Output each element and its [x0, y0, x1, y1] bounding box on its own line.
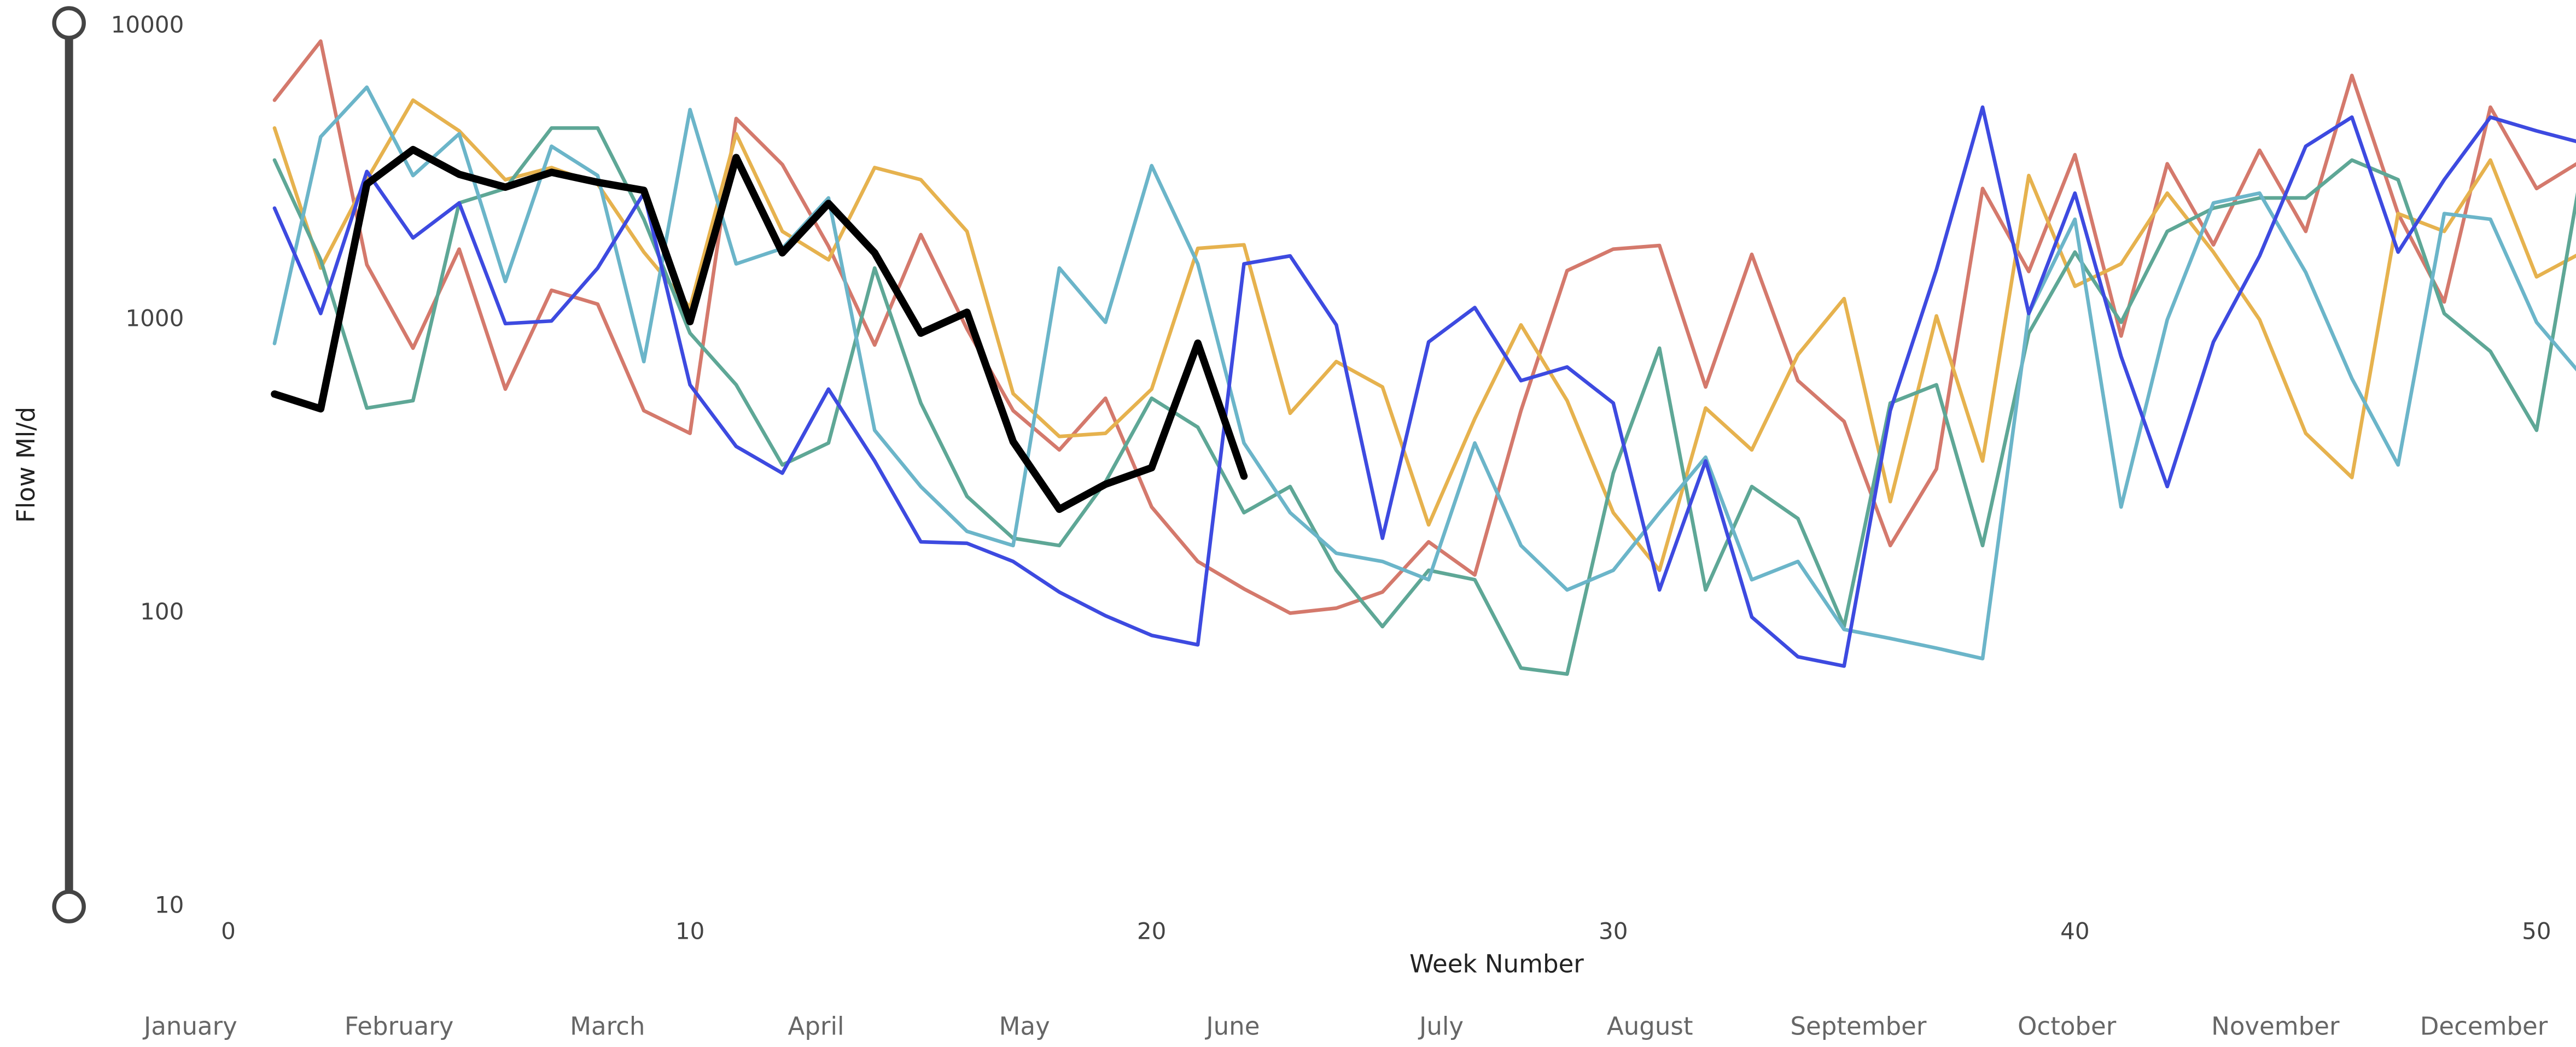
x-tick-label: 50 — [2522, 918, 2551, 945]
month-label: May — [999, 1011, 1050, 1040]
x-axis-title: Week Number — [1409, 949, 1584, 978]
month-label: July — [1418, 1011, 1464, 1040]
month-label: March — [570, 1011, 645, 1040]
series-line — [272, 85, 2576, 660]
month-label: October — [2018, 1011, 2117, 1040]
x-tick-label: 30 — [1599, 918, 1628, 945]
x-tick-label: 40 — [2060, 918, 2090, 945]
series-line — [271, 145, 1248, 513]
month-label: January — [142, 1011, 237, 1040]
x-tick-label: 10 — [675, 918, 705, 945]
y-tick-label: 1000 — [125, 305, 184, 331]
lines — [271, 39, 2576, 676]
slider-handle-bottom[interactable] — [52, 890, 86, 923]
range-slider[interactable] — [52, 6, 86, 923]
x-tick-label: 20 — [1137, 918, 1167, 945]
y-axis-title: Flow Ml/d — [11, 407, 40, 523]
y-tick-label: 10 — [155, 892, 184, 919]
y-tick-label: 100 — [140, 598, 184, 625]
month-label: April — [788, 1011, 844, 1040]
slider-handle-top[interactable] — [52, 6, 86, 40]
month-label: February — [345, 1011, 454, 1040]
x-tick-label: 0 — [221, 918, 236, 945]
series-line — [272, 105, 2576, 668]
month-label: November — [2211, 1011, 2340, 1040]
month-label: September — [1790, 1011, 1926, 1040]
series-line — [272, 39, 2576, 615]
month-label: August — [1607, 1011, 1693, 1040]
y-tick-label: 10000 — [111, 11, 184, 38]
month-label: December — [2420, 1011, 2548, 1040]
month-label: June — [1204, 1011, 1260, 1040]
